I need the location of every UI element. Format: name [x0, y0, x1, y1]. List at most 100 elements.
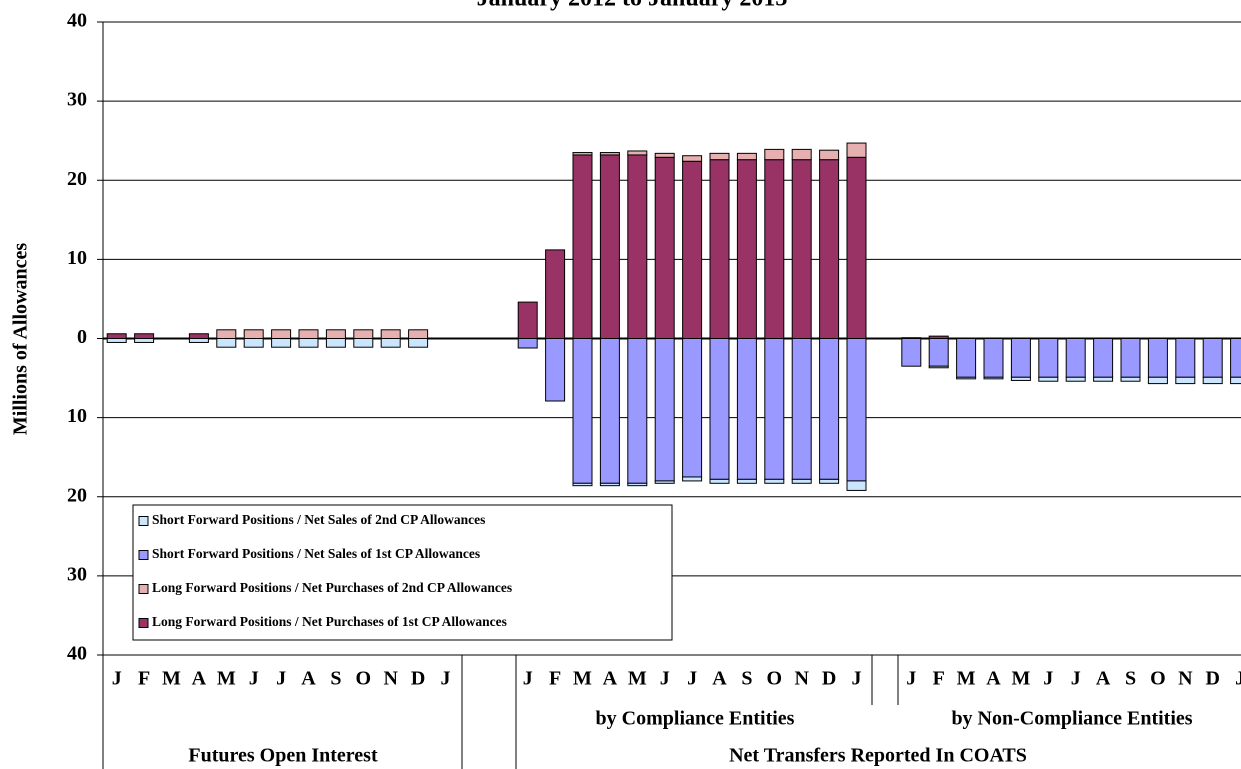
bar-segment [983, 376, 1004, 380]
x-tick-label: A [1096, 668, 1111, 690]
bar-segment [1202, 376, 1223, 385]
bar-segment [682, 160, 703, 339]
x-table [461, 655, 899, 769]
legend-label: Long Forward Positions / Net Purchases o… [152, 614, 507, 629]
bar-segment [1120, 338, 1141, 378]
bar-segment [682, 476, 703, 482]
bar-segment [1010, 338, 1031, 378]
y-tick-label: 20 [67, 484, 87, 506]
bar-segment [709, 152, 730, 161]
bar-segment [627, 338, 648, 484]
x-tick-label: F [933, 668, 945, 690]
bar-segment [1038, 338, 1059, 378]
bar-segment [1175, 338, 1196, 378]
legend-label: Short Forward Positions / Net Sales of 2… [152, 512, 485, 527]
x-tick-label: A [301, 668, 316, 690]
legend-box [132, 504, 673, 641]
bar-segment [1147, 338, 1168, 378]
legend-label: Short Forward Positions / Net Sales of 1… [152, 546, 480, 561]
bar-segment [846, 338, 867, 482]
bar-segment [298, 329, 319, 340]
x-tick-label: J [112, 668, 122, 690]
bar-segment [1065, 338, 1086, 378]
x-tick-label: J [906, 668, 916, 690]
bar-segment [325, 329, 346, 340]
bar-segment [243, 338, 264, 348]
x-tick-label: D [411, 668, 425, 690]
bar-segment [106, 333, 127, 340]
bar-segment [380, 338, 401, 348]
legend-swatch [138, 618, 149, 628]
x-tick-label: J [276, 668, 286, 690]
group-label: Futures Open Interest [188, 745, 378, 767]
x-tick-label: J [687, 668, 697, 690]
bar-segment [764, 478, 785, 484]
bar-segment [791, 338, 812, 480]
x-tick-label: M [957, 668, 976, 690]
legend: Short Forward Positions / Net Sales of 2… [132, 504, 673, 641]
bar-segment [134, 338, 155, 343]
bar-segment [599, 154, 620, 339]
y-tick-label: 30 [67, 89, 87, 111]
bar-segment [654, 480, 675, 484]
bar-segment [654, 156, 675, 339]
bar-segment [627, 482, 648, 487]
bar-segment [188, 333, 209, 340]
bar-segment [1010, 376, 1031, 381]
bar-segment [736, 338, 757, 480]
bar-segment [1065, 376, 1086, 382]
bar-segment [408, 338, 429, 348]
bar-segment [928, 338, 949, 367]
x-tick-label: S [741, 668, 752, 690]
bar-segment [188, 338, 209, 343]
x-tick-label: O [767, 668, 783, 690]
bar-segment [353, 329, 374, 340]
x-tick-label: J [852, 668, 862, 690]
bar-segment [764, 159, 785, 339]
bar-segment [736, 478, 757, 484]
x-tick-label: N [1178, 668, 1193, 690]
bar-segment [572, 152, 593, 156]
bar-segment [1230, 376, 1241, 385]
bar-segment [983, 338, 1004, 378]
legend-swatch [138, 550, 149, 560]
x-tick-label: S [330, 668, 341, 690]
bar-segment [846, 142, 867, 158]
bar-segment [819, 478, 840, 484]
legend-swatch [138, 584, 149, 594]
bar-segment [682, 338, 703, 478]
x-tick-label: J [1043, 668, 1053, 690]
bar-segment [846, 480, 867, 491]
bar-segment [1093, 376, 1114, 382]
bar-segment [545, 249, 566, 340]
x-tick-label: M [628, 668, 647, 690]
y-tick-label: 40 [67, 10, 87, 32]
x-tick-label: A [603, 668, 618, 690]
bar-segment [1120, 376, 1141, 382]
bar-segment [1147, 376, 1168, 385]
x-tick-label: S [1125, 668, 1136, 690]
x-tick-label: M [162, 668, 181, 690]
x-tick-label: J [1071, 668, 1081, 690]
bar-segment [819, 149, 840, 161]
bar-segment [1202, 338, 1223, 378]
x-tick-label: N [383, 668, 398, 690]
bar-segment [709, 159, 730, 339]
bar-segment [956, 338, 977, 378]
x-tick-label: F [549, 668, 561, 690]
bar-segment [572, 338, 593, 484]
bar-segment [819, 338, 840, 480]
bar-segment [134, 333, 155, 340]
bar-segment [956, 376, 977, 380]
bar-segment [572, 482, 593, 487]
x-tick-label: A [712, 668, 727, 690]
bar-segment [627, 150, 648, 156]
x-tick-label: A [192, 668, 207, 690]
x-tick-label: J [1235, 668, 1241, 690]
chart-title: January 2012 to January 2013 [477, 0, 788, 12]
bar-segment [216, 329, 237, 340]
bar-segment [1230, 338, 1241, 378]
legend-swatch [138, 516, 149, 526]
x-tick-label: O [1150, 668, 1166, 690]
